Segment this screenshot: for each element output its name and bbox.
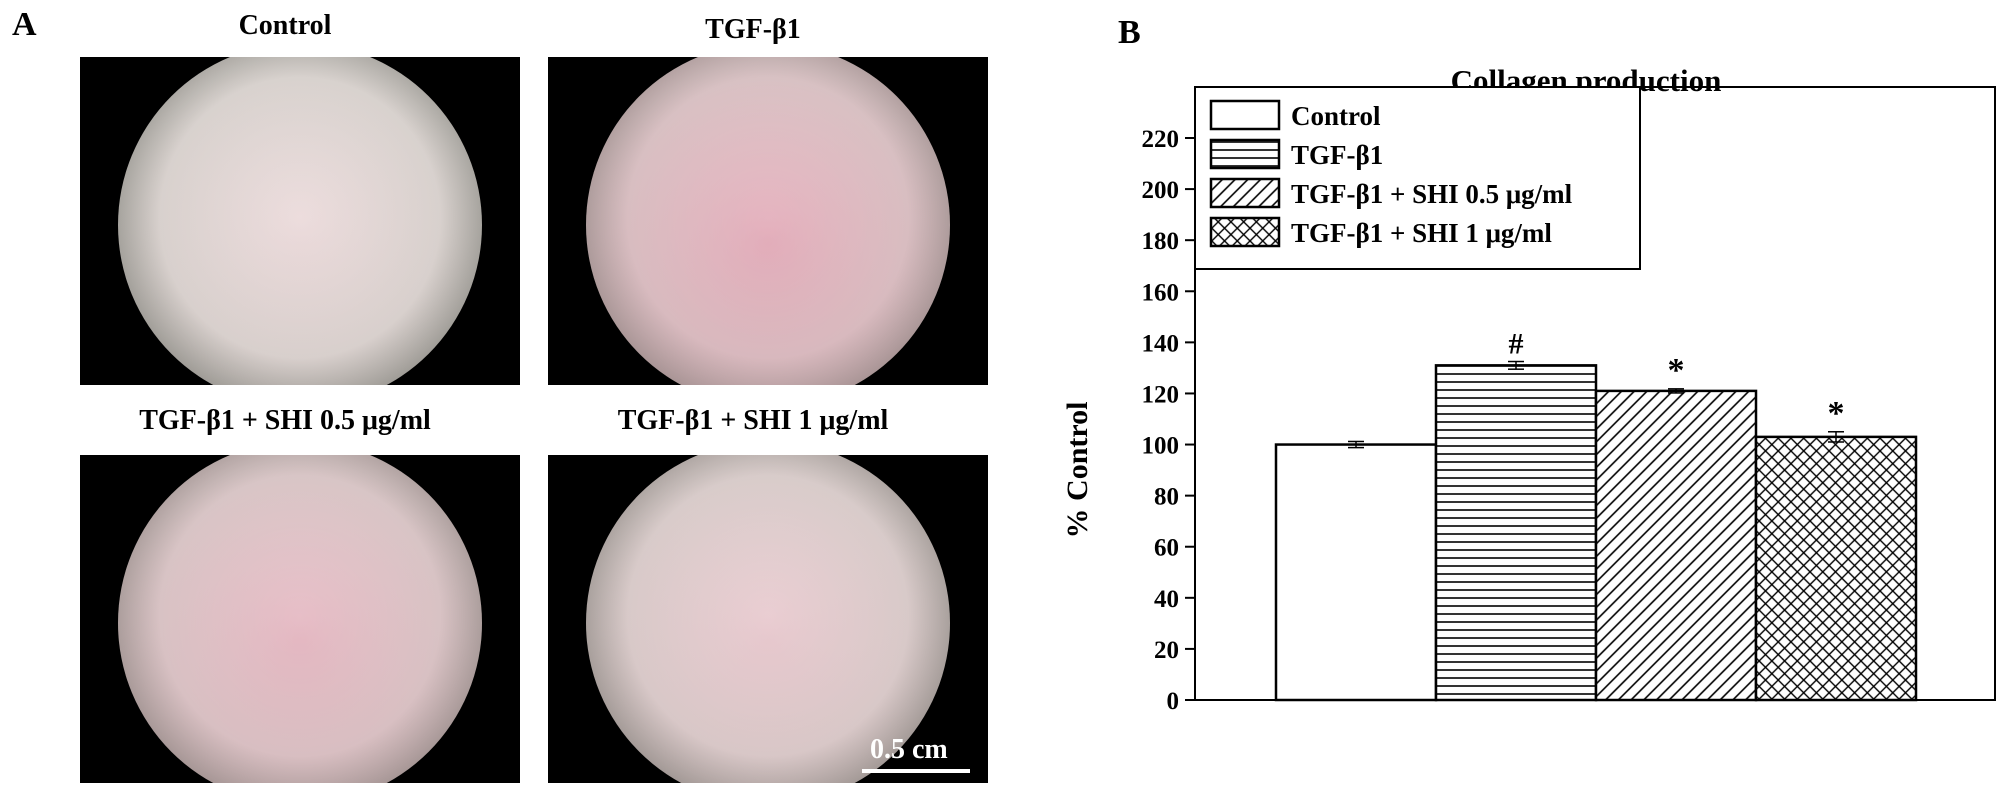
bar — [1594, 389, 1758, 702]
bar — [1274, 443, 1438, 702]
y-tick-label: 0 — [1167, 688, 1180, 715]
collagen-bar-chart: Collagen production % Control 0204060801… — [1061, 63, 1996, 715]
well-image-shi-1 — [548, 455, 988, 783]
significance-marker: # — [1509, 328, 1524, 361]
well-photo-drawing — [586, 57, 950, 385]
well-photo-drawing — [118, 57, 482, 385]
y-tick-label: 200 — [1142, 177, 1180, 204]
y-tick-label: 100 — [1142, 433, 1180, 460]
scale-bar-label: 0.5 cm — [870, 734, 948, 765]
y-tick-label: 60 — [1154, 535, 1179, 562]
y-tick-label: 120 — [1142, 381, 1180, 408]
stain-overlay — [118, 455, 482, 783]
legend-swatch — [1209, 99, 1281, 131]
significance-marker: * — [1668, 352, 1685, 389]
legend-label: Control — [1291, 101, 1381, 131]
panel-b-letter: B — [1118, 14, 1141, 51]
legend-label: TGF-β1 — [1291, 140, 1383, 170]
legend-label: TGF-β1 + SHI 0.5 μg/ml — [1291, 179, 1573, 209]
panel-a-letter: A — [12, 6, 37, 43]
legend-swatch — [1209, 138, 1281, 170]
y-axis-label: % Control — [1061, 402, 1094, 539]
well-image-shi-05 — [80, 455, 520, 783]
stain-overlay — [586, 57, 950, 385]
well-image-control — [80, 57, 520, 385]
y-tick-label: 160 — [1142, 279, 1180, 306]
y-tick-label: 180 — [1142, 228, 1180, 255]
legend-swatch — [1209, 216, 1281, 248]
y-tick-label: 20 — [1154, 637, 1179, 664]
significance-marker: * — [1828, 395, 1845, 432]
legend-swatch — [1209, 177, 1281, 209]
y-tick-label: 140 — [1142, 330, 1180, 357]
image-title-tgf: TGF-β1 — [705, 14, 801, 45]
bar — [1754, 435, 1918, 702]
well-photo-drawing — [118, 455, 482, 783]
stain-overlay — [586, 455, 950, 783]
legend-label: TGF-β1 + SHI 1 μg/ml — [1291, 218, 1552, 248]
y-tick-label: 80 — [1154, 484, 1179, 511]
image-title-control: Control — [238, 10, 332, 41]
y-tick-label: 220 — [1142, 126, 1180, 153]
y-tick-label: 40 — [1154, 586, 1179, 613]
well-photo-drawing — [586, 455, 950, 783]
image-title-shi-05: TGF-β1 + SHI 0.5 μg/ml — [139, 405, 431, 436]
bar — [1434, 364, 1598, 702]
scale-bar — [862, 769, 970, 773]
well-image-tgf — [548, 57, 988, 385]
stain-overlay — [118, 57, 482, 385]
image-title-shi-1: TGF-β1 + SHI 1 μg/ml — [617, 405, 889, 436]
